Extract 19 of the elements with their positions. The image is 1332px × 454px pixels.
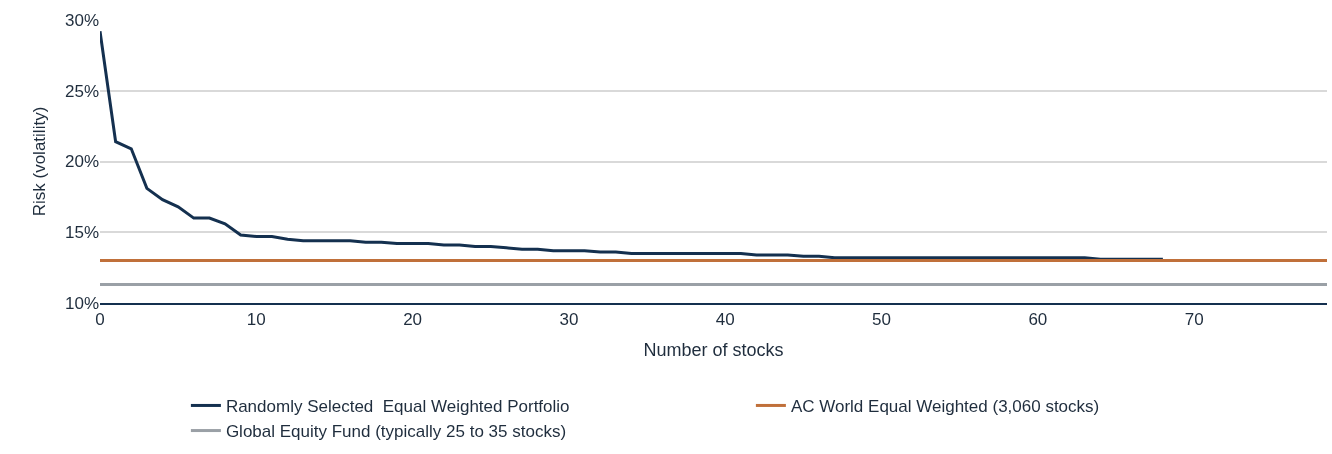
x-tick-label: 10: [246, 310, 266, 330]
y-tick-label: 15%: [64, 223, 99, 243]
y-tick-label: 25%: [64, 81, 99, 101]
x-tick-label: 70: [1184, 310, 1204, 330]
y-tick-label: 20%: [64, 152, 99, 172]
legend-label: Global Equity Fund (typically 25 to 35 stocks): [225, 422, 567, 442]
legend-label: Randomly Selected Equal Weighted Portfolio: [225, 397, 570, 417]
x-tick-label: 20: [403, 310, 423, 330]
x-tick-label: 40: [715, 310, 735, 330]
legend-label: AC World Equal Weighted (3,060 stocks): [790, 397, 1100, 417]
y-tick-label: 30%: [64, 10, 99, 30]
y-axis-title: Risk (volatility): [29, 106, 49, 217]
line-series: [100, 29, 1165, 261]
x-tick-label: 0: [95, 310, 105, 330]
x-tick-label: 60: [1028, 310, 1048, 330]
x-axis-title: Number of stocks: [643, 340, 784, 360]
y-tick-label: 10%: [64, 293, 99, 313]
x-tick-label: 50: [872, 310, 891, 330]
x-tick-label: 30: [559, 310, 579, 330]
